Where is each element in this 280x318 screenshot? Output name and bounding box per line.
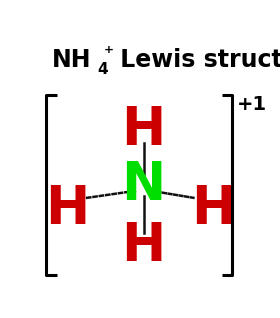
Text: H: H: [45, 183, 90, 235]
Text: NH: NH: [52, 48, 92, 72]
Text: H: H: [191, 183, 235, 235]
Text: H: H: [121, 220, 166, 272]
Text: H: H: [121, 104, 166, 156]
Text: ⁺: ⁺: [103, 44, 113, 63]
Text: 4: 4: [97, 63, 108, 78]
Text: N: N: [121, 159, 166, 211]
Text: Lewis structure: Lewis structure: [112, 48, 280, 72]
Text: +1: +1: [237, 95, 267, 114]
